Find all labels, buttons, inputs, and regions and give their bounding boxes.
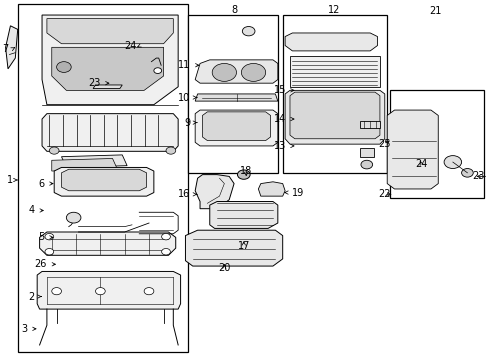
Text: 17: 17 — [238, 241, 250, 251]
Polygon shape — [93, 85, 122, 89]
Circle shape — [144, 288, 154, 295]
Circle shape — [96, 288, 105, 295]
Text: 13: 13 — [274, 141, 286, 151]
Text: 15: 15 — [274, 85, 286, 95]
Text: 14: 14 — [274, 114, 286, 124]
Polygon shape — [52, 47, 164, 90]
Bar — [18, 4, 188, 352]
Polygon shape — [52, 158, 118, 171]
Polygon shape — [5, 26, 18, 69]
Bar — [390, 90, 485, 198]
Polygon shape — [290, 92, 380, 139]
Circle shape — [154, 68, 162, 73]
Text: 24: 24 — [124, 41, 137, 50]
Text: 2: 2 — [28, 292, 35, 302]
Bar — [188, 15, 278, 173]
Polygon shape — [361, 148, 373, 157]
Text: 24: 24 — [415, 159, 427, 169]
Circle shape — [238, 170, 250, 179]
Polygon shape — [47, 19, 173, 44]
Text: 5: 5 — [38, 232, 45, 242]
Circle shape — [444, 156, 462, 168]
Text: 11: 11 — [178, 60, 190, 70]
Text: 26: 26 — [34, 259, 47, 269]
Circle shape — [242, 63, 266, 81]
Polygon shape — [290, 56, 380, 87]
Text: 9: 9 — [184, 118, 190, 128]
Polygon shape — [285, 33, 377, 51]
Text: 23: 23 — [472, 171, 485, 181]
Polygon shape — [195, 175, 234, 209]
Circle shape — [462, 168, 473, 177]
Text: 18: 18 — [240, 166, 252, 176]
Text: 22: 22 — [379, 189, 391, 199]
Polygon shape — [361, 121, 380, 128]
Polygon shape — [42, 15, 178, 105]
Circle shape — [45, 248, 54, 255]
Text: 8: 8 — [231, 5, 237, 15]
Text: 19: 19 — [293, 188, 305, 198]
Text: 12: 12 — [327, 5, 340, 15]
Text: 6: 6 — [38, 179, 45, 189]
Text: 3: 3 — [22, 324, 27, 334]
Circle shape — [57, 62, 71, 72]
Circle shape — [166, 147, 176, 154]
Polygon shape — [202, 112, 270, 140]
Polygon shape — [40, 232, 176, 255]
Text: 4: 4 — [28, 206, 35, 216]
Circle shape — [66, 212, 81, 223]
Circle shape — [52, 288, 61, 295]
Circle shape — [243, 27, 255, 36]
Polygon shape — [195, 110, 278, 146]
Bar — [283, 15, 387, 173]
Text: 1: 1 — [7, 175, 13, 185]
Polygon shape — [195, 60, 278, 83]
Polygon shape — [387, 110, 438, 189]
Circle shape — [45, 233, 54, 240]
Text: 21: 21 — [430, 6, 442, 17]
Polygon shape — [54, 167, 154, 196]
Polygon shape — [61, 169, 147, 191]
Circle shape — [49, 147, 59, 154]
Text: 10: 10 — [178, 93, 190, 103]
Polygon shape — [258, 182, 285, 196]
Circle shape — [361, 160, 372, 169]
Text: 25: 25 — [379, 139, 391, 149]
Text: 7: 7 — [2, 44, 8, 54]
Polygon shape — [42, 114, 178, 151]
Polygon shape — [285, 90, 385, 144]
Polygon shape — [185, 230, 283, 266]
Polygon shape — [195, 94, 278, 101]
Text: 20: 20 — [218, 263, 230, 273]
Text: 16: 16 — [178, 189, 190, 199]
Polygon shape — [210, 202, 278, 228]
Text: 23: 23 — [88, 78, 100, 88]
Circle shape — [212, 63, 237, 81]
Polygon shape — [37, 271, 181, 309]
Circle shape — [162, 248, 171, 255]
Polygon shape — [61, 155, 127, 167]
Circle shape — [162, 233, 171, 240]
